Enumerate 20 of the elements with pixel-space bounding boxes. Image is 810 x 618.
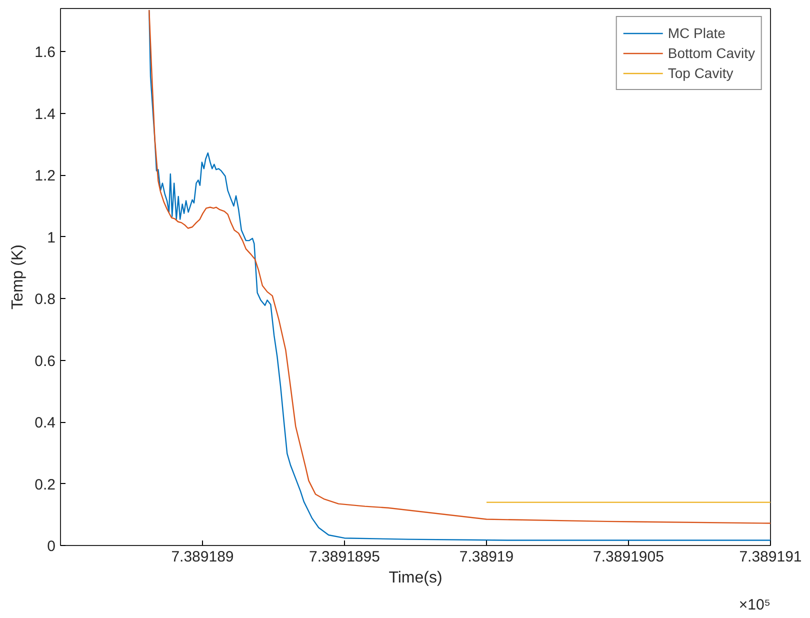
y-tick-label: 0.8 xyxy=(34,291,56,308)
y-tick-label: 0.6 xyxy=(34,352,56,370)
y-tick-label: 0 xyxy=(47,538,56,555)
text: ×10⁵ xyxy=(738,596,771,614)
y-tick-label: 1.6 xyxy=(34,44,56,62)
x-axis-title: Time(s) xyxy=(388,570,442,586)
x-tick-label: 7.38919 xyxy=(459,548,514,566)
y-axis-title: Temp (K) xyxy=(10,244,27,310)
x-tick-label: 7.389189 xyxy=(171,548,234,566)
y-tick-label: 1.2 xyxy=(34,168,56,185)
y-tick-label: 0.4 xyxy=(34,414,56,432)
y-tick-label: 0.2 xyxy=(34,476,56,494)
legend-label: Bottom Cavity xyxy=(668,45,755,61)
y-tick-label: 1.4 xyxy=(34,106,56,123)
legend-label: MC Plate xyxy=(668,25,726,41)
x-tick-label: 7.389191 xyxy=(739,548,802,566)
legend-label: Top Cavity xyxy=(668,65,734,81)
y-tick-label: 1 xyxy=(47,229,56,246)
x-tick-label: 7.3891895 xyxy=(309,548,380,566)
x-tick-label: 7.3891905 xyxy=(593,548,664,566)
